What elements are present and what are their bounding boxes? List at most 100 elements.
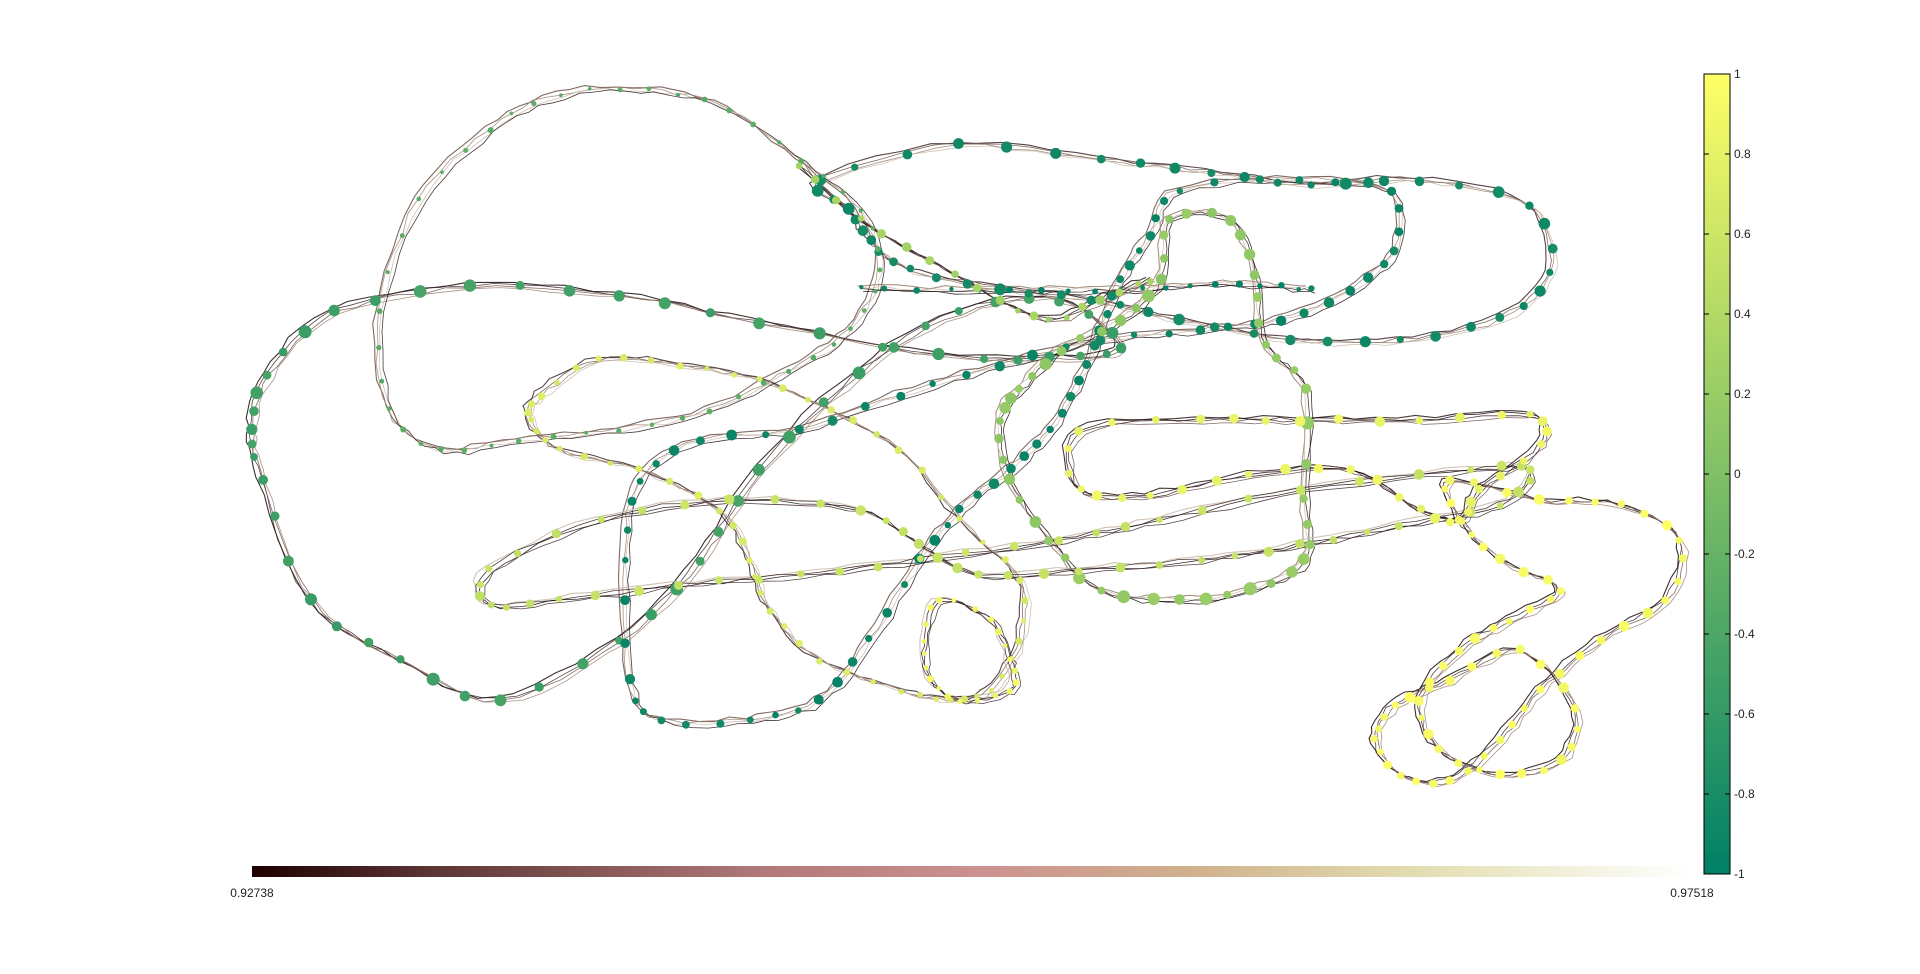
node-point	[1359, 336, 1371, 348]
node-point	[1492, 648, 1502, 658]
node-point	[1296, 287, 1301, 292]
node-point	[1016, 576, 1024, 585]
node-point	[1151, 214, 1160, 223]
node-point	[1146, 492, 1154, 500]
node-point	[811, 184, 824, 197]
node-point	[1540, 766, 1548, 775]
edge-path	[1002, 214, 1315, 605]
node-point	[1534, 285, 1546, 297]
node-point	[1239, 171, 1250, 183]
node-point	[1273, 178, 1282, 187]
node-point	[1489, 624, 1498, 632]
node-point	[818, 397, 829, 407]
node-point	[1495, 312, 1505, 322]
node-point	[874, 246, 881, 253]
edge-path	[472, 461, 1529, 607]
node-point	[1011, 667, 1018, 674]
node-point	[646, 86, 652, 92]
node-point	[1074, 375, 1084, 386]
node-point	[1575, 650, 1585, 661]
node-point	[1124, 260, 1135, 271]
node-point	[992, 692, 999, 699]
node-point	[1032, 439, 1042, 449]
node-point	[878, 342, 888, 352]
node-point	[416, 196, 422, 202]
node-point	[1078, 302, 1087, 312]
node-point	[726, 107, 733, 114]
node-point	[1249, 270, 1260, 280]
node-point	[949, 286, 954, 292]
node-point	[246, 423, 258, 435]
node-point	[1496, 471, 1505, 481]
node-point	[1054, 536, 1064, 546]
node-point	[1003, 473, 1016, 485]
node-point	[1469, 633, 1481, 644]
node-point	[1006, 688, 1013, 695]
node-point	[617, 87, 623, 93]
node-point	[635, 465, 643, 473]
node-point	[250, 386, 263, 400]
node-point	[832, 676, 843, 688]
node-point	[1565, 496, 1573, 505]
node-point	[1496, 502, 1504, 510]
node-point	[1056, 346, 1067, 356]
node-point	[1414, 176, 1425, 187]
node-point	[795, 639, 803, 648]
node-point	[848, 326, 853, 331]
node-point	[860, 401, 870, 411]
node-point	[816, 658, 823, 665]
node-point	[1476, 766, 1483, 773]
node-point	[1029, 311, 1039, 321]
node-point	[889, 257, 898, 267]
node-point	[1038, 568, 1050, 579]
node-point	[1302, 519, 1313, 530]
node-point	[746, 716, 754, 724]
node-point	[1155, 561, 1164, 569]
node-point	[396, 655, 405, 664]
node-point	[577, 658, 589, 670]
node-point	[613, 290, 625, 302]
node-point	[1235, 229, 1246, 241]
node-point	[962, 370, 971, 380]
node-point	[1591, 498, 1599, 506]
node-point	[1006, 463, 1016, 474]
node-point	[597, 515, 605, 524]
node-point	[515, 280, 525, 290]
edge-path	[928, 601, 1021, 705]
node-point	[781, 623, 788, 630]
node-point	[1397, 771, 1405, 780]
node-point	[1445, 675, 1455, 686]
node-point	[1573, 725, 1581, 733]
node-point	[1039, 358, 1052, 371]
edge-path	[478, 465, 1532, 610]
node-point	[1086, 295, 1097, 305]
node-point	[805, 396, 811, 403]
node-point	[972, 283, 982, 293]
node-point	[278, 347, 288, 357]
node-point	[1187, 283, 1193, 289]
node-point	[1073, 571, 1086, 585]
node-point	[870, 679, 876, 685]
node-point	[1508, 720, 1516, 729]
node-point	[1339, 177, 1352, 190]
nodes-layer	[246, 86, 1687, 788]
node-point	[1257, 283, 1263, 289]
node-point	[624, 674, 636, 685]
node-point	[957, 698, 963, 704]
node-point	[1147, 592, 1160, 606]
node-point	[620, 638, 630, 648]
node-point	[249, 406, 259, 417]
node-point	[1354, 476, 1365, 487]
node-point	[1199, 592, 1213, 606]
node-point	[636, 477, 644, 485]
node-point	[876, 229, 886, 239]
node-point	[1169, 162, 1181, 174]
node-point	[513, 549, 522, 558]
node-point	[974, 693, 980, 699]
node-point	[1464, 767, 1472, 775]
node-point	[1295, 176, 1304, 184]
node-point	[952, 562, 963, 574]
node-point	[706, 408, 713, 415]
node-point	[1223, 590, 1232, 599]
node-point	[1454, 515, 1463, 525]
